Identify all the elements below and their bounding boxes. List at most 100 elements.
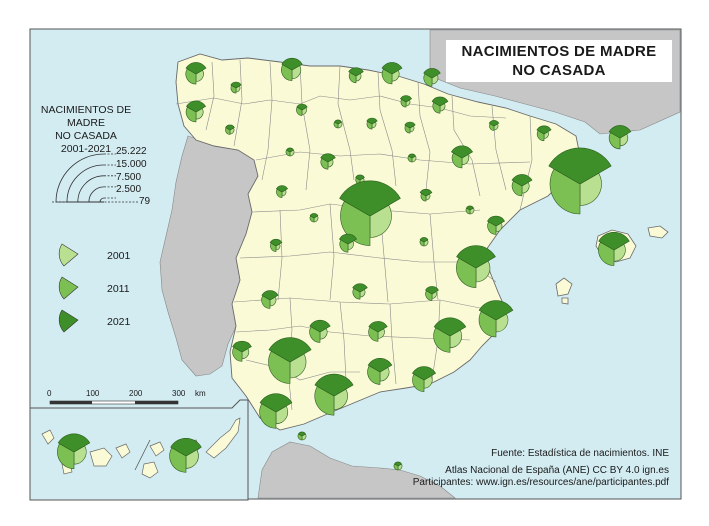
pie-leon-2021 [296,103,308,111]
pie-cordoba [309,320,331,343]
legend-arc-4 [99,197,105,203]
pie-baleares [598,232,630,266]
pie-zamora-2021 [286,147,294,153]
pie-alicante [478,300,514,338]
legend-size-arcs [52,153,138,203]
pie-castellon-2021 [486,215,506,227]
pie-valencia-2021 [456,245,496,269]
pie-guadalajara [419,188,433,202]
pie-baleares-2021 [598,232,630,251]
pie-santa-cruz-tenerife [57,433,91,470]
pie-ceuta-2021 [298,431,306,437]
pie-huelva-2021 [232,340,252,353]
pie-palencia [333,119,343,129]
pie-barcelona [548,147,612,215]
pie-malaga-2011 [314,385,335,416]
legend-wedge-2011 [58,276,79,300]
pie-palencia-2021 [334,119,342,125]
pie-huelva [232,340,252,362]
pie-caceres [269,238,283,252]
pie-asturias [281,58,303,81]
pie-salamanca [275,185,289,198]
pie-sevilla [268,337,312,384]
pie-albacete [425,286,439,301]
pie-cordoba-2021 [309,320,331,333]
scale-tick-0: 0 [47,389,52,398]
pie-ourense-2021 [225,124,235,131]
pie-navarra-2021 [431,96,449,107]
pie-albacete-2021 [425,286,439,295]
pie-lleida-2021 [536,125,552,135]
pie-gipuzkoa [423,68,441,87]
legend-year-2011: 2011 [107,283,130,295]
spain-land [175,53,581,431]
legend-year-2021: 2021 [107,316,131,328]
pie-cuenca-2021 [419,237,429,243]
pie-girona [608,125,632,150]
pie-malaga-2021 [314,373,354,397]
legend-value-25222: 25.222 [116,146,147,157]
pie-lleida [536,125,552,142]
legend-arc-0 [55,153,105,203]
pie-malaga [314,373,354,416]
pie-ourense [225,124,235,135]
pie-la-rioja-2021 [404,121,416,129]
pie-tarragona-2021 [511,174,533,187]
pie-almeria-2021 [411,366,437,381]
legend-value-15000: 15.000 [116,159,147,170]
legend-title-line-2: NO CASADA [55,130,117,142]
pie-pontevedra [185,100,207,123]
pie-cadiz [259,393,293,429]
pie-toledo-2021 [338,233,358,245]
pie-segovia-2021 [355,174,365,181]
pie-leon [296,103,308,116]
pie-murcia [433,317,467,353]
pie-granada [367,357,393,385]
pie-toledo [338,233,358,253]
scale-tick-100: 100 [86,389,100,398]
pie-granada-2021 [367,357,393,373]
pie-a-coruna [185,62,207,85]
legend-title-line-3: 2001-2021 [60,143,112,155]
legend-value-79: 79 [139,196,151,207]
pie-bizkaia-2021 [381,62,403,75]
pie-avila [309,213,319,223]
pie-caceres-2021 [269,238,283,247]
pie-huesca-2021 [488,120,500,127]
canary-inset-frame [29,399,249,501]
pie-guadalajara-2021 [419,188,433,197]
pie-cuenca [419,237,429,247]
credit-atlas: Atlas Nacional de España (ANE) CC BY 4.0… [445,465,669,476]
pie-madrid-2001 [369,204,392,238]
pie-ciudad-real-2021 [352,283,368,293]
legend-title-line-1: NACIMIENTOS DE MADRE [40,104,132,129]
pie-barcelona-2011 [549,168,581,215]
scale-tick-300: 300 [172,389,186,398]
pie-gipuzkoa-2021 [423,68,441,79]
pie-las-palmas-2021 [170,438,202,457]
pie-sevilla-2011 [268,350,291,384]
pie-navarra [431,96,449,114]
pie-murcia-2021 [433,317,467,337]
pie-lugo [230,81,242,94]
legend-year-2001: 2001 [107,250,131,262]
pie-teruel-2021 [466,205,474,211]
pie-zaragoza-2021 [450,145,474,159]
map-title-line-2: NO CASADA [512,62,606,79]
scale-bar [49,400,179,405]
pie-ciudad-real [352,283,368,300]
pie-pontevedra-2021 [185,100,207,113]
pie-ceuta [297,431,307,441]
pie-burgos [366,117,378,130]
pie-santa-cruz-tenerife-2021 [57,433,91,453]
legend-title: NACIMIENTOS DE MADRE NO CASADA 2001-2021 [30,104,142,156]
pie-cadiz-2021 [259,393,293,413]
pie-a-coruna-2021 [185,62,207,75]
credit-participants: Participantes: www.ign.es/resources/ane/… [412,477,669,488]
pie-valencia-2011 [456,257,477,288]
pie-valencia [456,245,496,288]
pie-melilla-2021 [394,461,402,467]
pie-melilla [393,461,403,471]
pie-barcelona-2021 [548,147,612,185]
legend-arc-1 [66,164,105,203]
